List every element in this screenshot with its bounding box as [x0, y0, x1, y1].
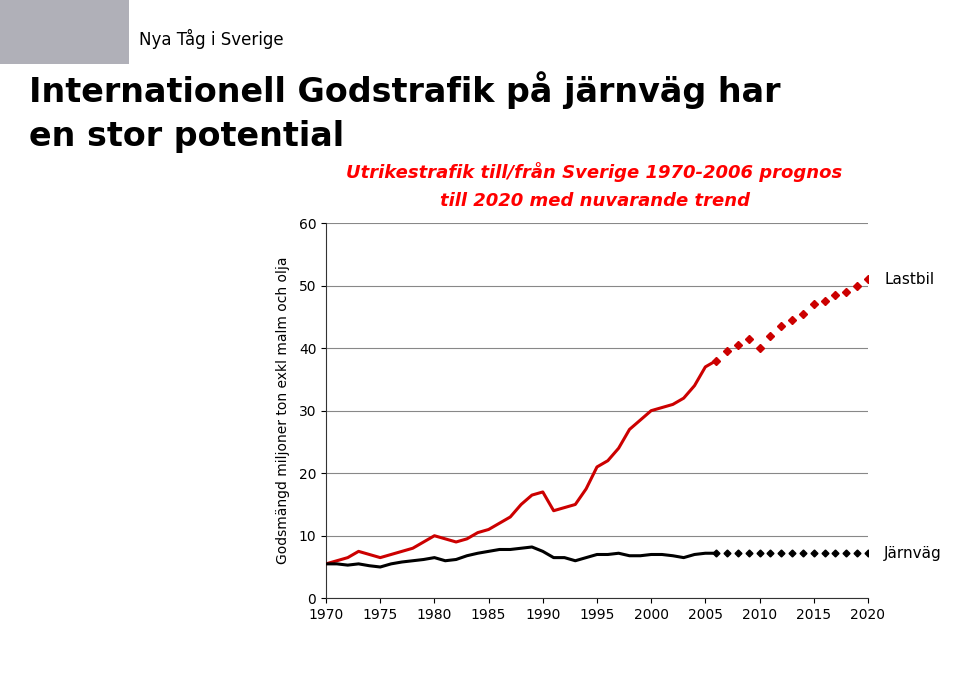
Y-axis label: Godsmängd miljoner ton exkl malm och olja: Godsmängd miljoner ton exkl malm och olj…	[276, 257, 291, 564]
Text: en stor potential: en stor potential	[29, 120, 344, 153]
Text: Lastbil: Lastbil	[884, 272, 934, 287]
Text: Internationell Godstrafik på järnväg har: Internationell Godstrafik på järnväg har	[29, 71, 781, 109]
Text: Utrikestrafik till/från Sverige 1970-2006 prognos: Utrikestrafik till/från Sverige 1970-200…	[346, 162, 843, 183]
Text: Järnväg: Järnväg	[884, 546, 942, 560]
Text: Nya Tåg i Sverige: Nya Tåg i Sverige	[139, 28, 284, 49]
Text: till 2020 med nuvarande trend: till 2020 med nuvarande trend	[439, 192, 750, 210]
Bar	[0, 0, 129, 64]
